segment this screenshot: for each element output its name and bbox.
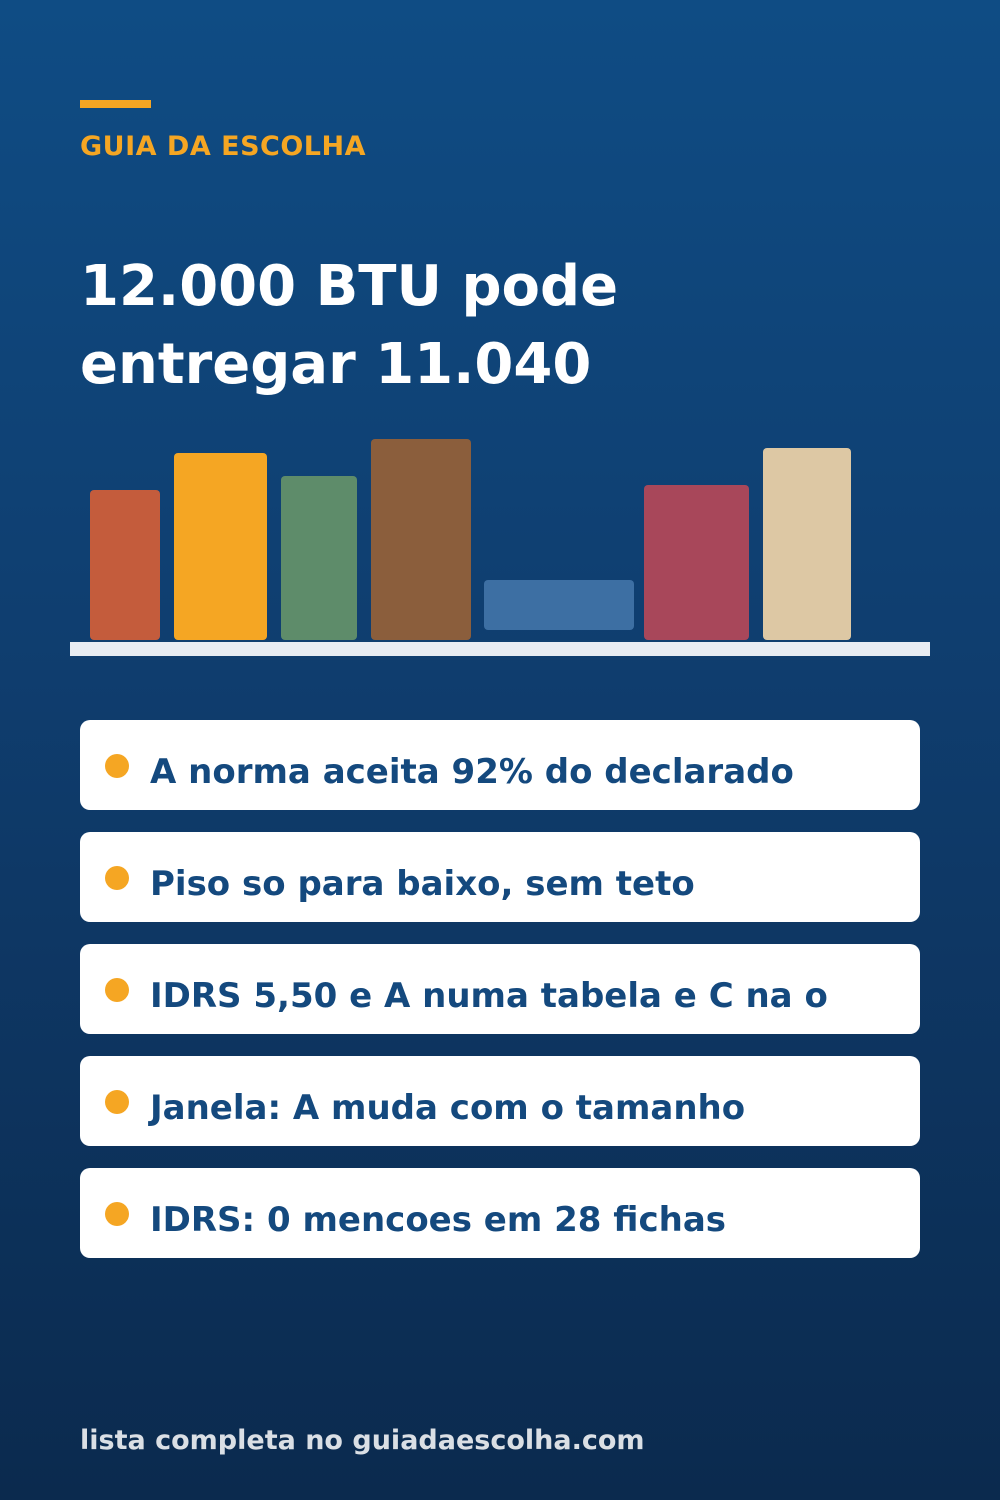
- key-point-card: Janela: A muda com o tamanho: [80, 1056, 920, 1146]
- book-5-lying: [484, 580, 634, 630]
- brand-label: GUIA DA ESCOLHA: [80, 131, 366, 162]
- key-point-card: A norma aceita 92% do declarado: [80, 720, 920, 810]
- book-2: [174, 453, 267, 640]
- bullet-dot-icon: [105, 1202, 129, 1226]
- headline-line-1: 12.000 BTU pode: [80, 254, 619, 319]
- key-point-text: Janela: A muda com o tamanho: [150, 1088, 746, 1128]
- key-point-card: IDRS: 0 mencoes em 28 fichas: [80, 1168, 920, 1258]
- book-1: [90, 490, 160, 640]
- key-point-card: Piso so para baixo, sem teto: [80, 832, 920, 922]
- key-point-card: IDRS 5,50 e A numa tabela e C na o: [80, 944, 920, 1034]
- headline-line-2: entregar 11.040: [80, 332, 592, 397]
- book-3: [281, 476, 357, 640]
- footer-link-text: lista completa no guiadaescolha.com: [80, 1425, 645, 1456]
- bullet-dot-icon: [105, 978, 129, 1002]
- brand-accent-rule: [80, 100, 151, 108]
- headline: 12.000 BTU pode entregar 11.040: [80, 248, 920, 404]
- key-points-list: A norma aceita 92% do declarado Piso so …: [80, 720, 920, 1280]
- key-point-text: Piso so para baixo, sem teto: [150, 864, 695, 904]
- shelf-board: [70, 642, 930, 656]
- book-4: [371, 439, 471, 640]
- key-point-text: IDRS 5,50 e A numa tabela e C na o: [150, 976, 828, 1016]
- book-7: [763, 448, 851, 640]
- bullet-dot-icon: [105, 754, 129, 778]
- key-point-text: A norma aceita 92% do declarado: [150, 752, 794, 792]
- key-point-text: IDRS: 0 mencoes em 28 fichas: [150, 1200, 727, 1240]
- bullet-dot-icon: [105, 866, 129, 890]
- bullet-dot-icon: [105, 1090, 129, 1114]
- book-6: [644, 485, 749, 640]
